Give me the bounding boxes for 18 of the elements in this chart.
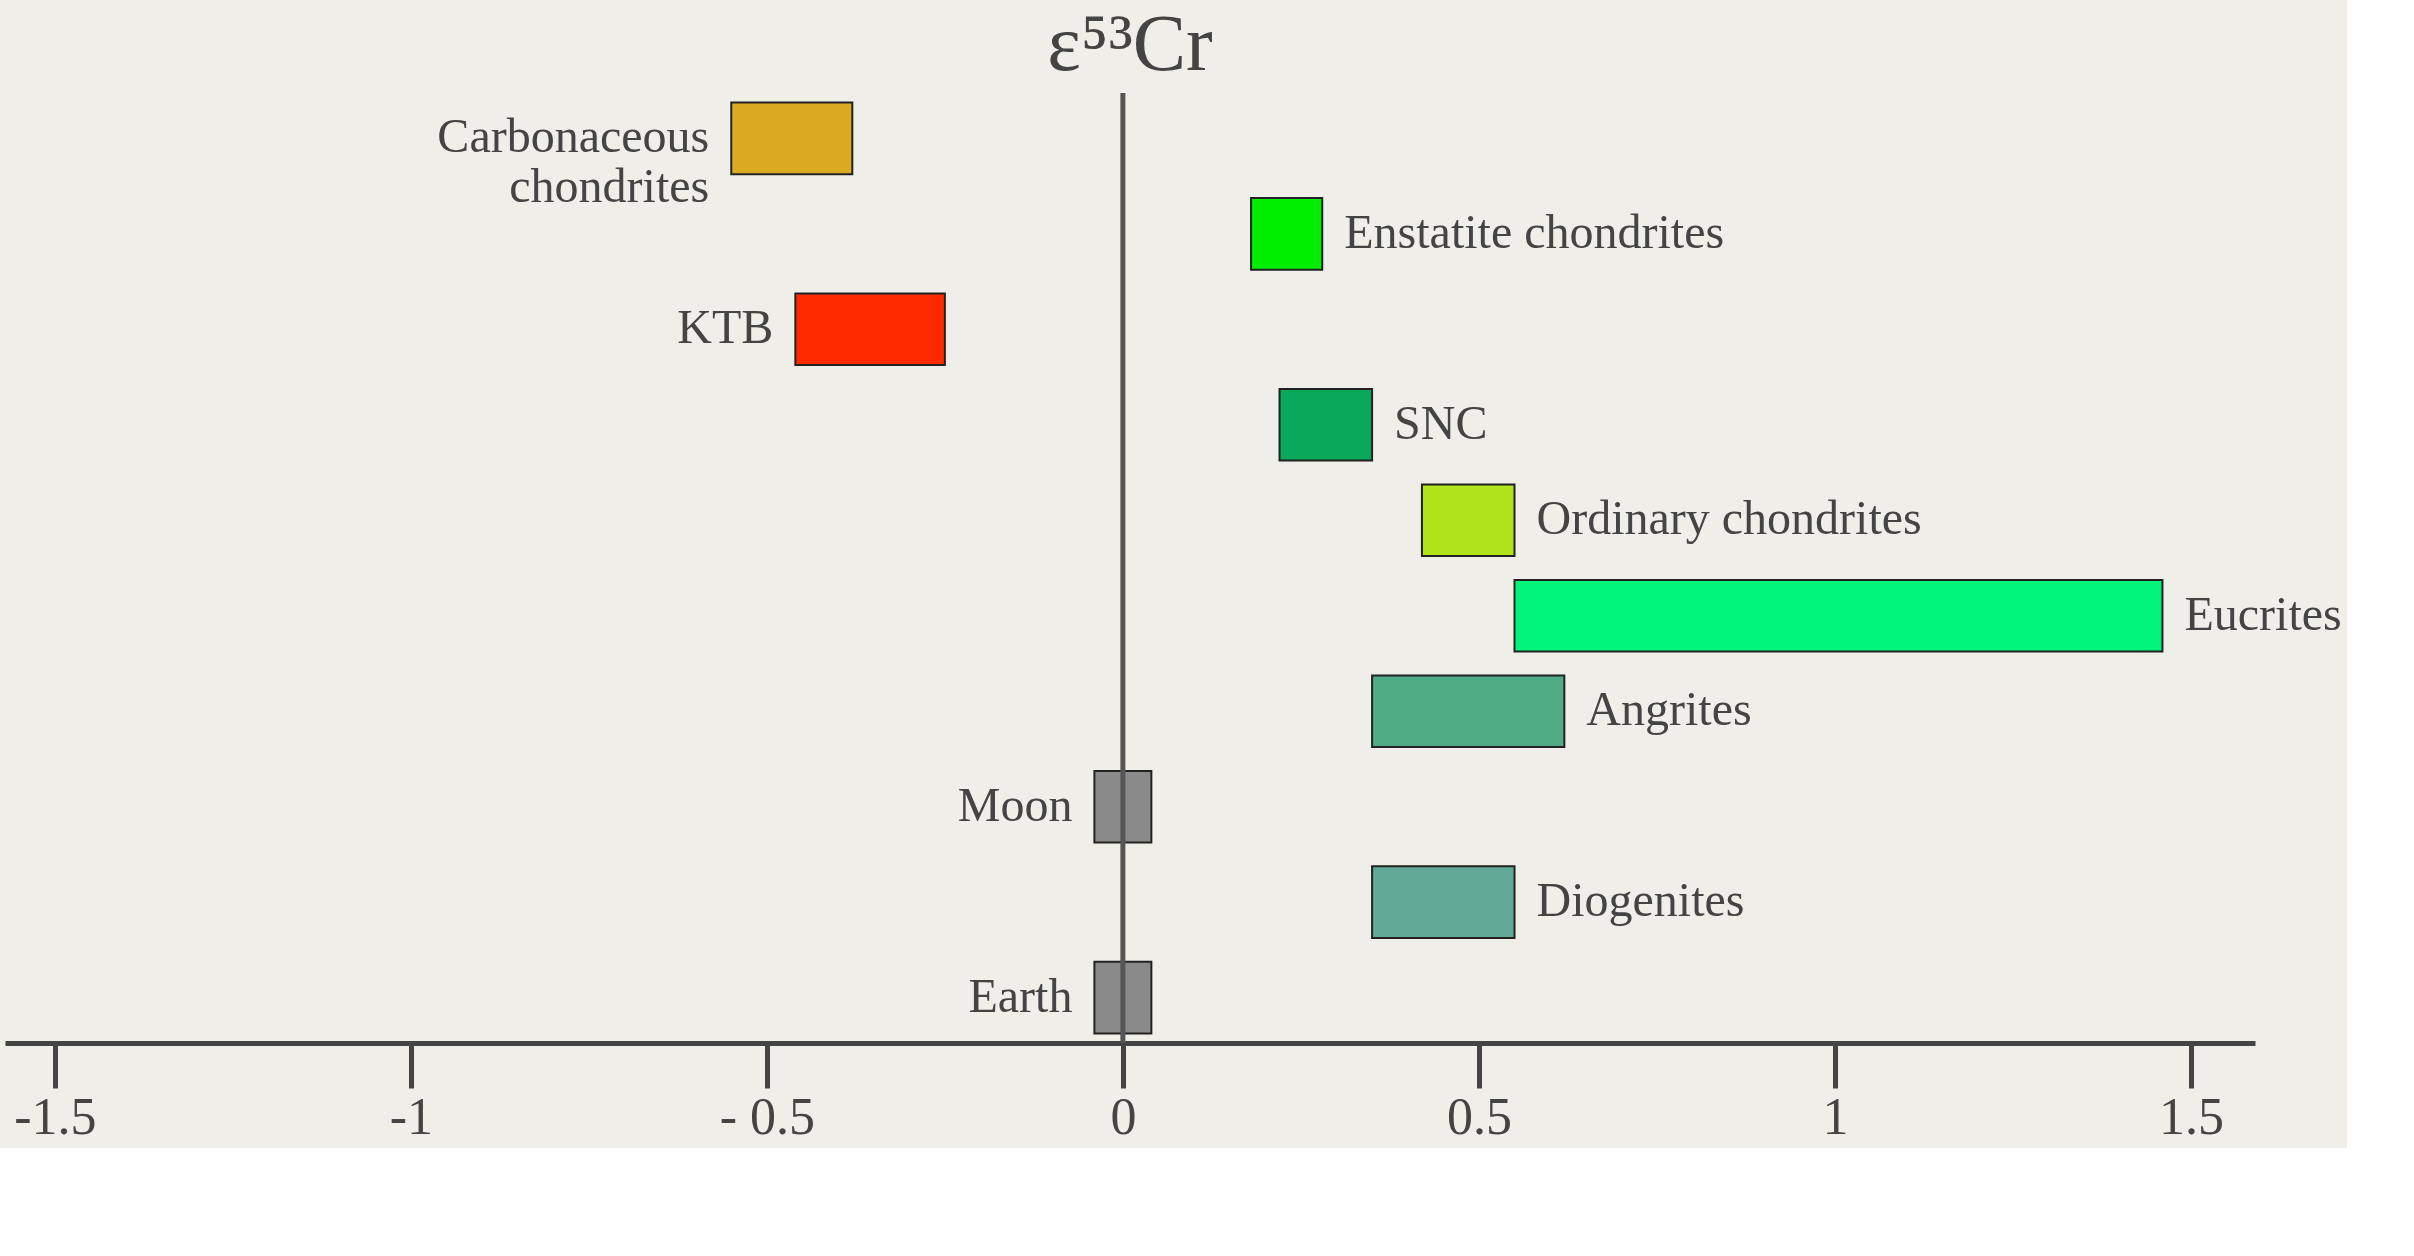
y-tick-label: Ordinary chondrites [1536,491,1922,545]
y-tick-label: Enstatite chondrites [1344,204,1725,258]
y-tick-label: KTB [677,300,774,354]
y-tick-label: Moon [957,777,1073,831]
y-tick-label: Diogenites [1536,873,1745,927]
x-tick-label: 1 [1822,1087,1849,1145]
x-tick-label: -1 [389,1087,434,1145]
chart-title: ε⁵³Cr [1047,0,1213,87]
x-tick-label: 1.5 [2158,1087,2224,1145]
y-tick-label: Carbonaceous chondrites [437,109,710,213]
y-tick-label: Earth [968,968,1073,1022]
x-tick-label: -1.5 [14,1087,97,1145]
y-tick-label: SNC [1394,395,1488,449]
y-tick-label: Eucrites [2184,586,2342,640]
x-tick-label: 0.5 [1446,1087,1512,1145]
x-tick-label: 0 [1110,1087,1137,1145]
x-tick-label: - 0.5 [719,1087,816,1145]
y-tick-label: Angrites [1586,682,1752,736]
